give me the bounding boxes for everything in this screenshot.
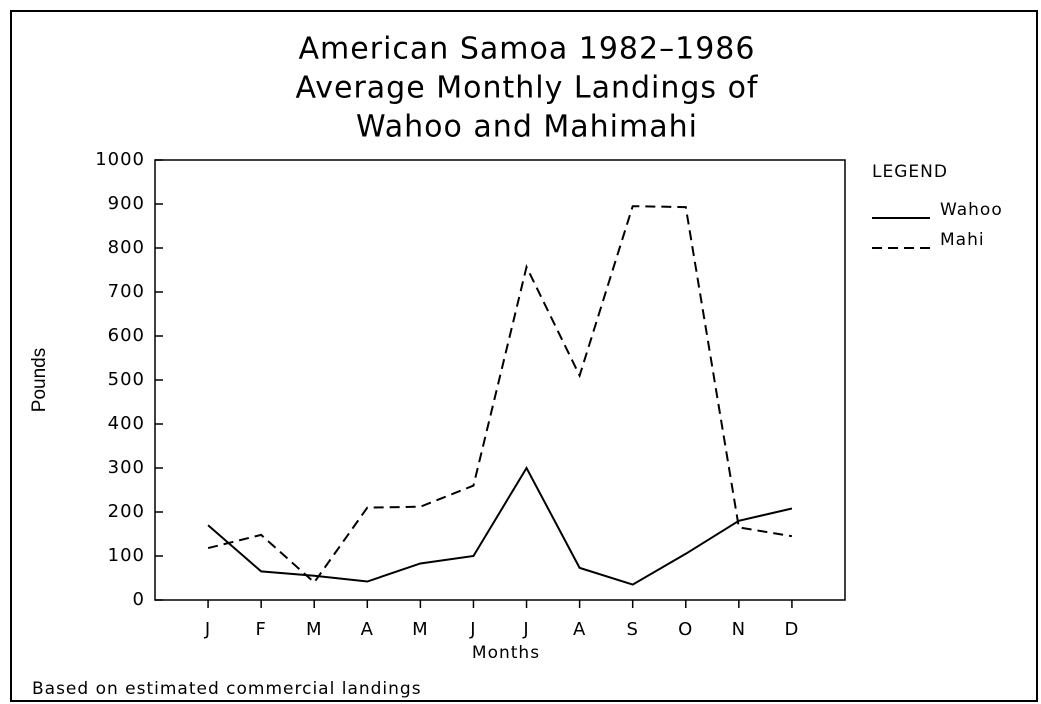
legend-label: Mahi: [940, 230, 985, 250]
x-tick-label: A: [573, 619, 586, 640]
x-tick-label: M: [306, 619, 323, 640]
y-tick-label: 300: [108, 457, 145, 478]
x-tick-label: J: [469, 619, 476, 640]
x-tick-label: J: [204, 619, 211, 640]
y-tick-label: 800: [108, 237, 145, 258]
series-line: [207, 205, 793, 584]
chart-title: American Samoa 1982–1986: [299, 32, 756, 67]
y-tick-label: 900: [108, 193, 145, 214]
y-tick-label: 0: [133, 589, 145, 610]
legend-label: Wahoo: [940, 200, 1003, 220]
legend-title: LEGEND: [872, 162, 948, 182]
y-tick-label: 500: [108, 369, 145, 390]
footnote: Based on estimated commercial landings: [32, 679, 422, 699]
x-tick-label: S: [626, 619, 638, 640]
x-tick-label: O: [678, 619, 693, 640]
x-tick-label: M: [412, 619, 429, 640]
x-tick-label: N: [732, 619, 746, 640]
y-tick-label: 200: [108, 501, 145, 522]
x-tick-label: F: [255, 619, 266, 640]
x-tick-label: J: [522, 619, 529, 640]
x-tick-label: A: [361, 619, 374, 640]
chart-title: Average Monthly Landings of: [295, 71, 758, 106]
y-tick-label: 700: [108, 281, 145, 302]
chart-title: Wahoo and Mahimahi: [356, 110, 698, 145]
x-tick-label: D: [784, 619, 799, 640]
y-tick-label: 400: [108, 413, 145, 434]
frame: [10, 10, 1038, 702]
y-tick-label: 600: [108, 325, 145, 346]
x-axis-label: Months: [472, 643, 540, 663]
y-axis-label: Pounds: [29, 348, 50, 412]
y-tick-label: 100: [108, 545, 145, 566]
y-tick-label: 1000: [95, 149, 145, 170]
